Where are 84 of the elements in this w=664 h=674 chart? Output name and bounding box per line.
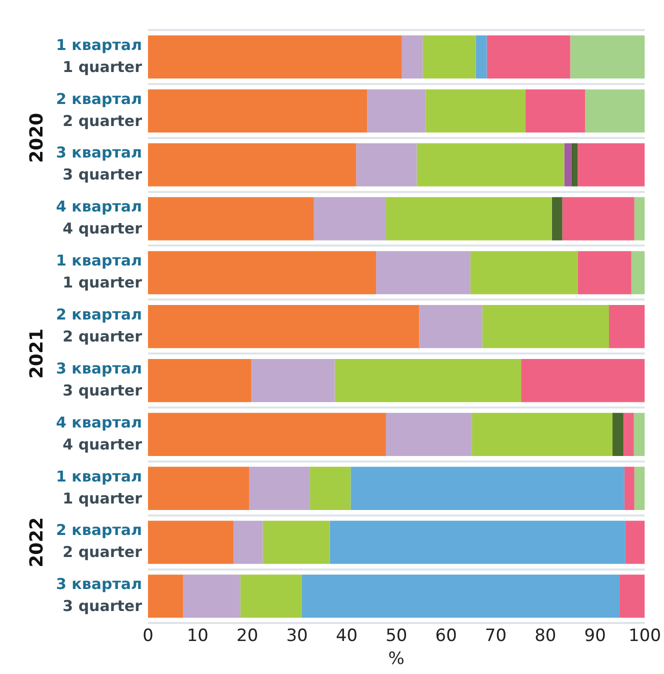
bar	[570, 35, 645, 79]
bar	[578, 143, 645, 186]
y-tick-label: 4 квартал 4 quarter	[56, 413, 143, 454]
y-tick-label: 3 квартал 3 quarter	[56, 359, 143, 400]
bar	[356, 143, 417, 186]
bar	[314, 197, 386, 240]
y-tick-label: 2 квартал 2 quarter	[56, 521, 143, 562]
bar	[330, 520, 626, 564]
bar	[634, 412, 645, 456]
bar	[148, 143, 356, 186]
bar	[623, 412, 634, 456]
bar	[233, 520, 263, 564]
y-tick-label: 3 квартал 3 quarter	[56, 575, 143, 616]
y-tick-label: 1 квартал 1 quarter	[56, 252, 143, 292]
x-tick-label: 50	[386, 626, 408, 646]
bar	[262, 520, 330, 564]
x-tick-label: 40	[336, 626, 358, 646]
bar	[571, 143, 578, 186]
bar	[310, 466, 351, 510]
bar	[402, 35, 423, 79]
bar	[634, 197, 645, 240]
y-tick-label: 2 квартал 2 quarter	[56, 305, 143, 346]
bar	[631, 251, 645, 294]
bar	[419, 305, 482, 348]
x-tick-label: 80	[534, 626, 556, 646]
bar	[386, 412, 472, 456]
x-tick-label: 10	[186, 626, 208, 646]
y-tick-label: 4 квартал 4 quarter	[56, 198, 143, 238]
y-tick-label: 1 квартал 1 quarter	[56, 467, 143, 508]
text: 2021	[26, 328, 48, 379]
x-tick-label: 30	[286, 626, 308, 646]
bar	[472, 412, 612, 456]
bar	[148, 35, 402, 79]
bar	[612, 412, 624, 456]
x-tick-label: 100	[628, 626, 662, 646]
text: 2022	[26, 517, 48, 568]
bar	[376, 251, 470, 294]
x-tick-label: 70	[484, 626, 507, 646]
bar	[526, 89, 586, 132]
bar	[251, 358, 335, 402]
bar	[609, 305, 645, 348]
bar	[562, 197, 634, 240]
bar	[302, 574, 620, 618]
bar	[521, 358, 645, 402]
bar	[148, 89, 368, 132]
bar	[148, 412, 386, 456]
bar	[476, 35, 487, 79]
bar	[416, 143, 564, 186]
bar	[183, 574, 240, 618]
bar	[249, 466, 310, 510]
bar	[350, 466, 624, 510]
y-tick-label: 3 квартал 3 quarter	[56, 144, 143, 184]
bar	[386, 197, 552, 240]
bar	[482, 305, 610, 348]
bar	[564, 143, 572, 186]
bar	[148, 574, 184, 618]
y-tick-label: 2 квартал 2 quarter	[56, 90, 143, 130]
bar	[148, 358, 252, 402]
bar	[148, 197, 314, 240]
x-axis-title: %	[388, 649, 404, 670]
bar	[422, 35, 476, 79]
bar	[148, 251, 376, 294]
x-tick-label: 60	[435, 626, 457, 646]
bar	[585, 89, 645, 132]
bar	[148, 466, 250, 510]
bar	[625, 520, 645, 564]
y-tick-label: 1 квартал 1 quarter	[56, 36, 143, 76]
x-tick-label: 90	[584, 626, 606, 646]
bar	[148, 305, 420, 348]
bar	[634, 466, 645, 510]
text: 2020	[26, 112, 48, 163]
bar	[470, 251, 578, 294]
bar	[240, 574, 302, 618]
bar	[552, 197, 562, 240]
bar	[578, 251, 632, 294]
bar	[624, 466, 634, 510]
bar	[619, 574, 645, 618]
bar	[367, 89, 426, 132]
x-tick-label: 20	[236, 626, 258, 646]
bar	[426, 89, 526, 132]
bar	[148, 520, 234, 564]
x-tick-label: 0	[142, 626, 154, 646]
bar	[334, 358, 522, 402]
bar	[486, 35, 570, 79]
